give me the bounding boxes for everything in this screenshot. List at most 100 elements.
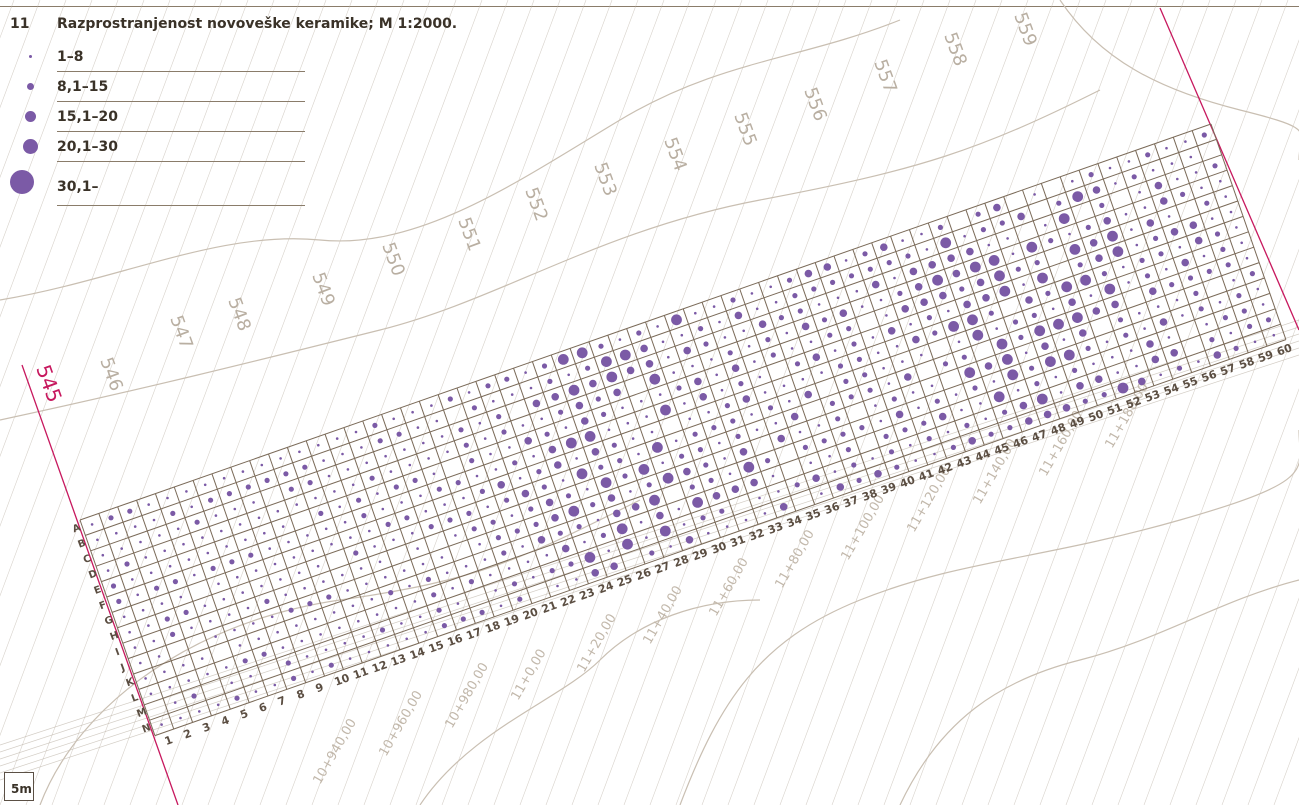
legend-rule (57, 131, 305, 132)
ceramic-dot (774, 300, 778, 304)
ceramic-dot (966, 247, 974, 256)
ceramic-dot (1138, 311, 1141, 315)
ceramic-dot (947, 309, 950, 313)
ceramic-dot (1261, 303, 1265, 306)
ceramic-dot (110, 583, 117, 589)
ceramic-dot (131, 578, 134, 581)
ceramic-dot (629, 490, 632, 493)
column-labels: 1 2 3 4 5 6 7 8 9 10 11 12 13 14 15 16 17 18 19 20 21 22 23 24 2… (163, 341, 1294, 748)
ceramic-dot (1089, 294, 1093, 297)
ceramic-dot (987, 243, 991, 247)
ceramic-dot (1138, 190, 1141, 194)
ceramic-dot (295, 624, 298, 627)
ceramic-dot (821, 438, 827, 444)
ceramic-dot (882, 366, 885, 370)
ceramic-dot (425, 576, 431, 583)
ceramic-dot (379, 627, 386, 633)
ceramic-dot (901, 305, 909, 313)
section-line (0, 0, 223, 597)
ceramic-dot (839, 309, 848, 318)
alignment-line (0, 347, 1299, 774)
ceramic-dot (149, 692, 153, 696)
column-label: 19 (502, 612, 521, 629)
ceramic-dot (575, 401, 584, 410)
ceramic-dot (712, 305, 716, 308)
ceramic-dot (1108, 166, 1112, 170)
ceramic-dot (811, 286, 817, 292)
section-line (493, 0, 795, 805)
ceramic-dot (287, 540, 290, 544)
ceramic-dot (1176, 177, 1179, 181)
ceramic-dot (489, 452, 492, 456)
ceramic-dot (820, 371, 823, 374)
section-line (1091, 248, 1299, 805)
ceramic-dot (124, 561, 130, 567)
ceramic-dot (1034, 381, 1040, 387)
ceramic-dot (306, 534, 309, 537)
ceramic-dot (758, 375, 762, 379)
ceramic-dot (995, 327, 998, 330)
ceramic-dot (163, 670, 166, 674)
ceramic-dot (139, 661, 142, 665)
section-line (727, 0, 1029, 805)
ceramic-dot (1059, 391, 1063, 394)
ceramic-dot (1170, 162, 1174, 165)
ceramic-dot (317, 443, 320, 447)
ceramic-dot (436, 486, 442, 492)
ceramic-dot (330, 542, 333, 546)
alignment-line (0, 326, 1299, 753)
ceramic-dot (988, 431, 994, 437)
ceramic-dot (108, 515, 114, 521)
ceramic-dot (1095, 254, 1103, 262)
ceramic-dot (575, 578, 578, 581)
ceramic-dot (920, 298, 928, 307)
grid-line (154, 339, 1287, 737)
ceramic-dot (1062, 404, 1071, 412)
ceramic-dot (485, 383, 491, 389)
ceramic-dot (1229, 331, 1233, 335)
ceramic-dot (1189, 155, 1193, 159)
ceramic-dot (441, 623, 447, 629)
ceramic-dot (411, 531, 414, 535)
ceramic-dot (1229, 210, 1233, 214)
ceramic-dot (233, 628, 236, 632)
ceramic-dot (514, 528, 520, 534)
ceramic-dot (226, 491, 232, 497)
ceramic-dot (656, 511, 664, 520)
ceramic-dot (727, 350, 733, 356)
ceramic-dot (1058, 213, 1070, 225)
ceramic-dot (1072, 367, 1078, 373)
row-label: D (87, 568, 99, 581)
ceramic-dot (616, 523, 628, 535)
grid-line (138, 292, 1271, 690)
scale-indicator: 5m (4, 772, 34, 801)
ceramic-dot (905, 253, 911, 259)
ceramic-dot (1117, 382, 1129, 394)
ceramic-dot (1151, 355, 1160, 364)
column-label: 8 (295, 687, 307, 702)
ceramic-dot (950, 444, 957, 450)
figure-title: Razprostranjenost novoveške keramike; M … (57, 16, 458, 32)
ceramic-dot (261, 651, 267, 657)
contour-label: 550 (377, 240, 408, 279)
ceramic-dot (874, 404, 877, 407)
column-label: 32 (747, 526, 766, 543)
ceramic-dot (157, 655, 161, 658)
ceramic-dot (187, 679, 190, 682)
ceramic-dot (499, 604, 503, 608)
ceramic-dot (475, 474, 479, 478)
ceramic-dot (833, 349, 837, 352)
ceramic-dot (817, 303, 821, 306)
column-label: 5 (238, 707, 250, 722)
alignment-line (0, 354, 1299, 781)
ceramic-dot (1114, 182, 1117, 185)
ceramic-dot (245, 484, 251, 490)
ceramic-dot (891, 396, 897, 402)
ceramic-dot (1253, 340, 1257, 344)
legend-dot-icon (27, 83, 34, 90)
ceramic-dot (424, 630, 427, 634)
ceramic-dot (551, 393, 559, 401)
chainage-label: 11+0,00 (508, 647, 549, 703)
section-line (233, 0, 535, 805)
ceramic-dot (871, 280, 880, 289)
